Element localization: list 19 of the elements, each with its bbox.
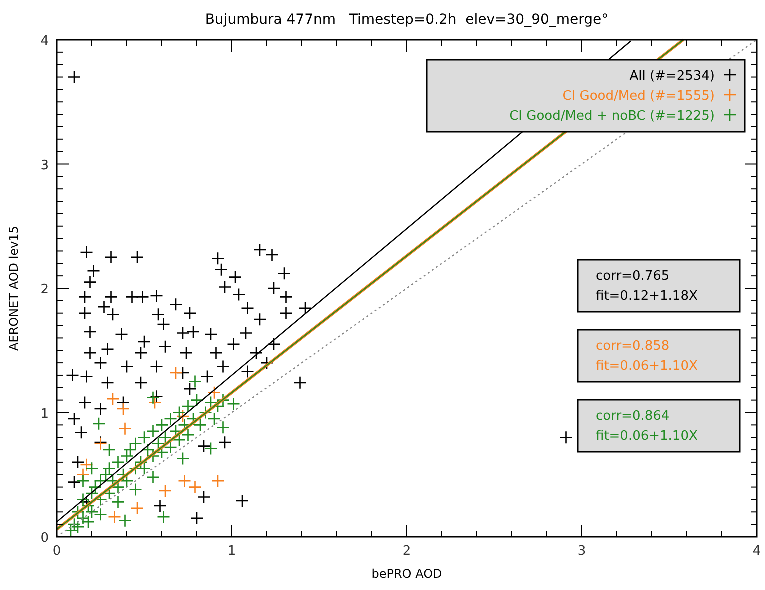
x-axis-title: bePRO AOD (372, 567, 442, 581)
annotation: corr=0.765 fit=0.12+1.18X (596, 269, 698, 304)
chart-title: Bujumbura 477nm Timestep=0.2h elev=30_90_merge° (205, 12, 609, 28)
annotation: corr=0.858 fit=0.06+1.10X (596, 339, 698, 374)
y-tick-label: 4 (40, 34, 49, 49)
legend-label: CI Good/Med (#=1555) (562, 89, 715, 104)
x-tick-label: 0 (52, 544, 62, 559)
annotation: corr=0.864 fit=0.06+1.10X (596, 409, 698, 444)
legend-label: CI Good/Med + noBC (#=1225) (510, 109, 715, 124)
legend-label: All (#=2534) (630, 69, 715, 84)
y-axis-title: AERONET AOD lev15 (7, 226, 21, 351)
y-tick-label: 1 (40, 406, 49, 422)
y-tick-label: 2 (40, 282, 49, 298)
x-tick-label: 3 (578, 544, 586, 559)
x-tick-label: 1 (228, 544, 236, 559)
y-tick-label: 3 (40, 158, 49, 174)
x-tick-label: 4 (752, 544, 762, 559)
x-tick-label: 2 (402, 544, 412, 559)
y-tick-label: 0 (40, 531, 49, 546)
